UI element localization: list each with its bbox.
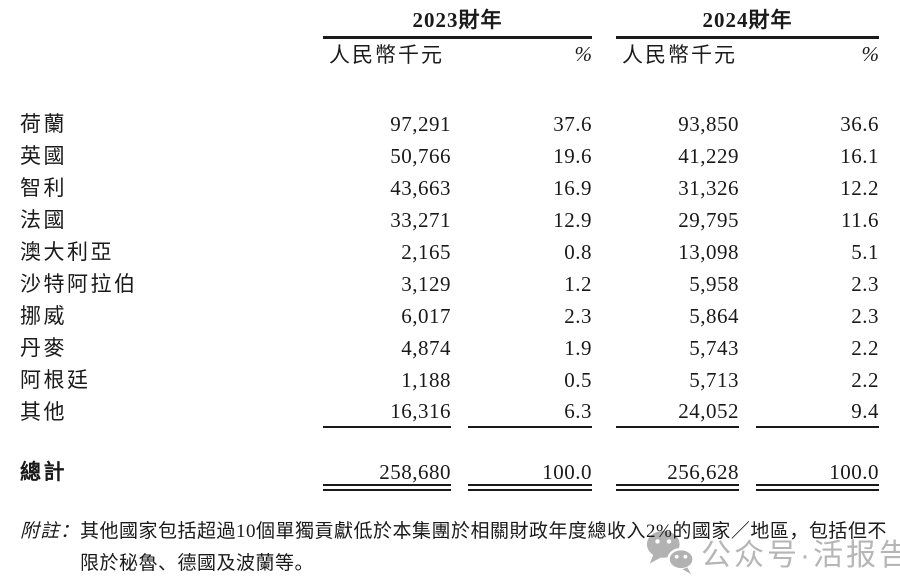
year-2024-group-header: 2024財年 bbox=[616, 0, 879, 39]
percent-2024: 12.2 bbox=[840, 176, 879, 200]
percent-2023: 0.8 bbox=[564, 240, 592, 264]
table-row-netherlands: 荷蘭 97,291 37.6 93,850 36.6 bbox=[20, 108, 879, 140]
amount-header-2024: 人民幣千元 bbox=[622, 43, 737, 67]
footnote-marker: 附註： bbox=[20, 521, 81, 542]
row-label: 丹麥 bbox=[20, 336, 67, 360]
amount-2024: 5,958 bbox=[689, 272, 739, 296]
percent-2024: 2.2 bbox=[851, 368, 879, 392]
body-total-gap bbox=[20, 428, 879, 460]
percent-2023: 0.5 bbox=[564, 368, 592, 392]
wechat-icon bbox=[646, 530, 695, 575]
percent-2024: 5.1 bbox=[851, 240, 879, 264]
watermark-text: 公众号·活报告 bbox=[701, 539, 900, 572]
footnote-line-1: 其他國家包括超過10個單獨貢獻低於本集團於相關財政年度總收入2%的國家／地區，包… bbox=[80, 521, 887, 542]
year-2023-group-header: 2023財年 bbox=[323, 0, 592, 39]
row-label: 法國 bbox=[20, 208, 67, 232]
percent-2023: 16.9 bbox=[553, 176, 592, 200]
amount-2024: 5,743 bbox=[689, 336, 739, 360]
percent-2023: 1.9 bbox=[564, 336, 592, 360]
table-row-chile: 智利 43,663 16.9 31,326 12.2 bbox=[20, 172, 879, 204]
row-label: 阿根廷 bbox=[20, 368, 91, 392]
amount-2023: 2,165 bbox=[401, 240, 451, 264]
row-label: 荷蘭 bbox=[20, 112, 67, 136]
amount-2024: 24,052 bbox=[616, 396, 739, 428]
watermark: 公众号·活报告 bbox=[645, 529, 900, 575]
total-percent-2024: 100.0 bbox=[756, 460, 879, 491]
table-row-saudi-arabia: 沙特阿拉伯 3,129 1.2 5,958 2.3 bbox=[20, 268, 879, 300]
header-body-gap bbox=[20, 68, 879, 108]
percent-2024: 36.6 bbox=[840, 112, 879, 136]
amount-2023: 1,188 bbox=[401, 368, 451, 392]
percent-2024: 11.6 bbox=[841, 208, 879, 232]
percent-2023: 19.6 bbox=[553, 144, 592, 168]
table-sub-headers: 人民幣千元 % 人民幣千元 % bbox=[20, 39, 879, 68]
table-row-argentina: 阿根廷 1,188 0.5 5,713 2.2 bbox=[20, 364, 879, 396]
table-total-row: 總計 258,680 100.0 256,628 100.0 bbox=[20, 460, 879, 491]
percent-2023: 37.6 bbox=[553, 112, 592, 136]
amount-2023: 50,766 bbox=[390, 144, 451, 168]
percent-header-2023: % bbox=[574, 41, 593, 66]
table-row-norway: 挪威 6,017 2.3 5,864 2.3 bbox=[20, 300, 879, 332]
amount-2023: 4,874 bbox=[401, 336, 451, 360]
footnote: 附註： 其他國家包括超過10個單獨貢獻低於本集團於相關財政年度總收入2%的國家／… bbox=[20, 516, 886, 580]
table-row-australia: 澳大利亞 2,165 0.8 13,098 5.1 bbox=[20, 236, 879, 268]
table-row-uk: 英國 50,766 19.6 41,229 16.1 bbox=[20, 140, 879, 172]
row-label: 其他 bbox=[20, 400, 67, 424]
percent-2023: 6.3 bbox=[468, 396, 592, 428]
footnote-body: 其他國家包括超過10個單獨貢獻低於本集團於相關財政年度總收入2%的國家／地區，包… bbox=[80, 516, 887, 580]
footnote-line-2: 限於秘魯、德國及波蘭等。 bbox=[80, 553, 315, 574]
amount-2024: 41,229 bbox=[678, 144, 739, 168]
percent-2023: 1.2 bbox=[564, 272, 592, 296]
percent-2024: 2.3 bbox=[851, 304, 879, 328]
percent-2024: 2.3 bbox=[851, 272, 879, 296]
amount-2023: 3,129 bbox=[401, 272, 451, 296]
percent-2023: 12.9 bbox=[553, 208, 592, 232]
amount-2024: 13,098 bbox=[678, 240, 739, 264]
percent-header-2024: % bbox=[861, 41, 880, 66]
percent-2024: 9.4 bbox=[756, 396, 879, 428]
percent-2024: 2.2 bbox=[851, 336, 879, 360]
percent-2024: 16.1 bbox=[840, 144, 879, 168]
amount-2023: 16,316 bbox=[323, 396, 451, 428]
amount-header-2023: 人民幣千元 bbox=[329, 43, 444, 67]
total-amount-2023: 258,680 bbox=[323, 460, 451, 491]
amount-2024: 31,326 bbox=[678, 176, 739, 200]
amount-2024: 5,864 bbox=[689, 304, 739, 328]
total-percent-2023: 100.0 bbox=[468, 460, 592, 491]
table-row-denmark: 丹麥 4,874 1.9 5,743 2.2 bbox=[20, 332, 879, 364]
row-label: 英國 bbox=[20, 144, 67, 168]
row-label: 智利 bbox=[20, 176, 67, 200]
row-label: 挪威 bbox=[20, 304, 67, 328]
total-amount-2024: 256,628 bbox=[616, 460, 739, 491]
amount-2023: 6,017 bbox=[401, 304, 451, 328]
amount-2024: 5,713 bbox=[689, 368, 739, 392]
row-label: 沙特阿拉伯 bbox=[20, 272, 138, 296]
amount-2023: 33,271 bbox=[390, 208, 451, 232]
revenue-by-country-table: 2023財年 2024財年 人民幣千元 % 人民幣千元 % 荷蘭 97,291 … bbox=[20, 0, 879, 491]
amount-2024: 93,850 bbox=[678, 112, 739, 136]
table-header-groups: 2023財年 2024財年 bbox=[20, 0, 879, 39]
amount-2024: 29,795 bbox=[678, 208, 739, 232]
total-label: 總計 bbox=[20, 460, 67, 484]
percent-2023: 2.3 bbox=[564, 304, 592, 328]
table-row-france: 法國 33,271 12.9 29,795 11.6 bbox=[20, 204, 879, 236]
amount-2023: 97,291 bbox=[390, 112, 451, 136]
amount-2023: 43,663 bbox=[390, 176, 451, 200]
row-label: 澳大利亞 bbox=[20, 240, 114, 264]
table-row-others: 其他 16,316 6.3 24,052 9.4 bbox=[20, 396, 879, 428]
